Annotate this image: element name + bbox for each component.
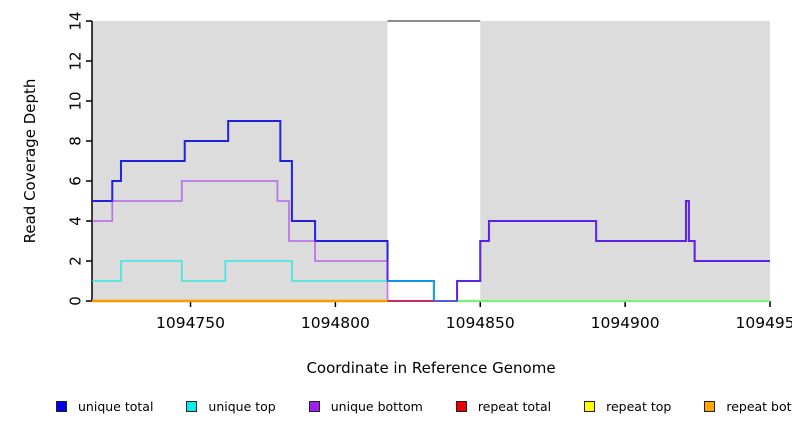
legend-item-label: unique bottom (330, 399, 423, 414)
x-tick-label: 1094800 (301, 314, 370, 332)
y-axis-title: Read Coverage Depth (21, 78, 39, 244)
legend-item: repeat top (584, 399, 671, 414)
x-axis-title: Coordinate in Reference Genome (306, 359, 556, 377)
legend-swatch-icon (455, 401, 467, 412)
legend-item: unique top (186, 399, 276, 414)
legend-item: repeat total (455, 399, 552, 414)
y-tick-label: 12 (67, 51, 85, 70)
series-path-unique-bottom (92, 180, 770, 302)
legend-item: unique bottom (308, 399, 423, 414)
legend-item: unique total (56, 399, 153, 414)
legend-item-label: repeat total (477, 399, 552, 414)
y-tick-label: 2 (67, 256, 85, 266)
legend-item-label: repeat bottom (726, 399, 792, 414)
x-tick-label: 1094950 (735, 314, 792, 332)
y-tick-label: 4 (67, 216, 85, 226)
legend-swatch-icon (584, 401, 596, 412)
y-tick-label: 8 (67, 136, 85, 146)
legend-item-label: unique top (208, 399, 276, 414)
y-tick-label: 0 (67, 296, 85, 306)
x-tick-label: 1094750 (156, 314, 225, 332)
legend-item-label: unique total (78, 399, 154, 414)
legend-swatch-icon (704, 401, 716, 412)
chart-legend: unique total unique top unique bottom repea… (56, 399, 792, 414)
right-unique-region (480, 21, 770, 301)
legend-item-label: repeat top (606, 399, 672, 414)
series-path-unique-top (92, 260, 770, 302)
x-tick-label: 1094900 (591, 314, 660, 332)
legend-item: repeat bottom (704, 399, 792, 414)
legend-swatch-icon (186, 401, 198, 412)
legend-swatch-icon (308, 401, 320, 412)
y-tick-label: 14 (67, 11, 85, 30)
coverage-chart-svg: 0 2 4 6 8 10 12 14 1094750 1094800 1094850 1094900 1… (67, 11, 792, 332)
legend-swatch-icon (56, 401, 67, 412)
y-tick-label: 6 (67, 176, 85, 186)
x-tick-label: 1094850 (446, 314, 515, 332)
y-tick-label: 10 (67, 91, 85, 110)
